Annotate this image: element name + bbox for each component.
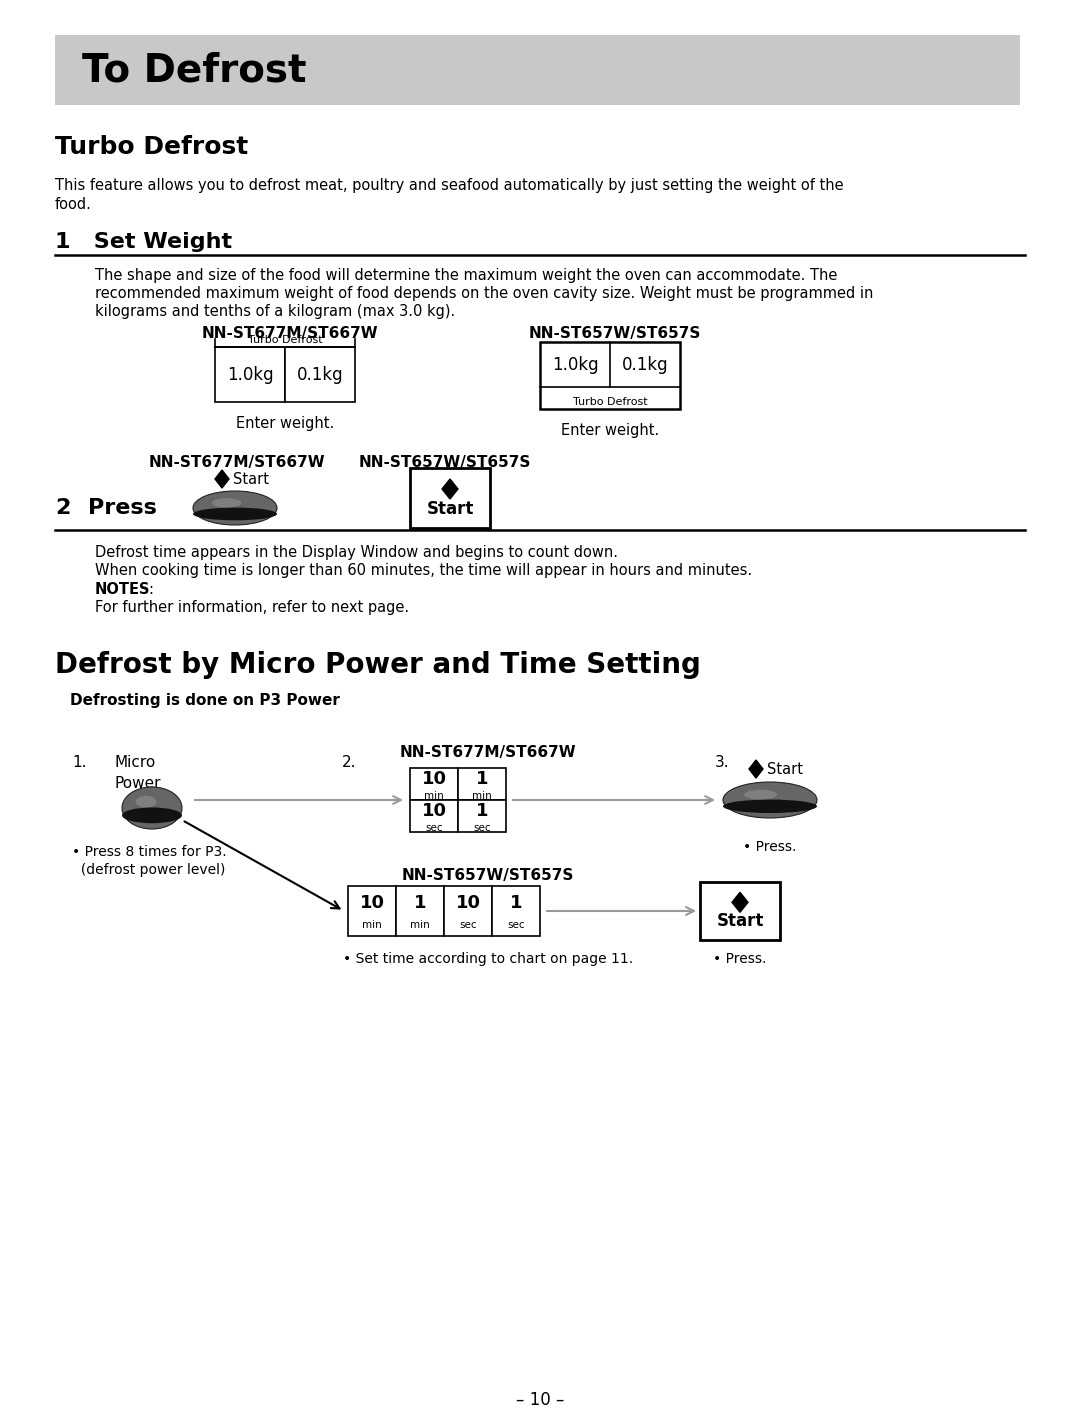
Text: 2.: 2. [342, 754, 356, 770]
Text: (defrost power level): (defrost power level) [72, 863, 226, 877]
Ellipse shape [122, 807, 183, 823]
Text: sec: sec [508, 920, 525, 930]
Text: NN-ST677M/ST667W: NN-ST677M/ST667W [400, 744, 577, 760]
Bar [444, 886, 492, 935]
Text: Press: Press [87, 498, 157, 518]
Text: • Set time according to chart on page 11.: • Set time according to chart on page 11… [343, 953, 633, 965]
Text: kilograms and tenths of a kilogram (max 3.0 kg).: kilograms and tenths of a kilogram (max … [95, 304, 456, 319]
Text: • Press.: • Press. [713, 953, 767, 965]
Text: sec: sec [459, 920, 476, 930]
Text: Enter weight.: Enter weight. [235, 416, 334, 431]
Text: Start: Start [427, 499, 474, 518]
Text: The shape and size of the food will determine the maximum weight the oven can ac: The shape and size of the food will dete… [95, 268, 837, 282]
Text: • Press 8 times for P3.: • Press 8 times for P3. [72, 846, 227, 858]
Ellipse shape [212, 498, 241, 508]
Text: To Defrost: To Defrost [82, 51, 307, 88]
Bar [700, 883, 780, 940]
Polygon shape [750, 760, 762, 779]
Ellipse shape [193, 491, 276, 525]
Text: 0.1kg: 0.1kg [297, 365, 343, 384]
Bar [492, 886, 540, 935]
Bar [215, 347, 285, 402]
Text: 3.: 3. [715, 754, 730, 770]
Polygon shape [215, 471, 229, 488]
Text: 1: 1 [414, 894, 427, 913]
Text: 1   Set Weight: 1 Set Weight [55, 232, 232, 252]
Text: Defrost time appears in the Display Window and begins to count down.: Defrost time appears in the Display Wind… [95, 545, 618, 560]
Text: 10: 10 [456, 894, 481, 913]
Text: – 10 –: – 10 – [516, 1390, 564, 1409]
Text: Defrosting is done on P3 Power: Defrosting is done on P3 Power [70, 693, 340, 707]
Text: When cooking time is longer than 60 minutes, the time will appear in hours and m: When cooking time is longer than 60 minu… [95, 563, 752, 578]
Text: :: : [148, 582, 153, 597]
Bar [458, 769, 507, 800]
Text: min: min [472, 791, 491, 801]
Text: Micro
Power: Micro Power [114, 754, 162, 791]
Bar [540, 342, 680, 409]
Text: NN-ST657W/ST657S: NN-ST657W/ST657S [359, 455, 531, 471]
Text: Start: Start [233, 472, 269, 486]
Text: 10: 10 [360, 894, 384, 913]
Polygon shape [732, 893, 748, 913]
Bar [410, 800, 458, 831]
Text: Turbo Defrost: Turbo Defrost [247, 335, 322, 345]
Ellipse shape [744, 790, 777, 800]
Ellipse shape [723, 800, 816, 813]
Bar [410, 468, 490, 528]
Bar [285, 347, 355, 402]
Ellipse shape [122, 787, 183, 829]
Text: 1.: 1. [72, 754, 86, 770]
Text: min: min [362, 920, 382, 930]
Bar [55, 36, 1020, 106]
Text: Start: Start [767, 761, 804, 777]
Text: 1.0kg: 1.0kg [552, 355, 598, 374]
Text: 10: 10 [421, 801, 446, 820]
Bar [396, 886, 444, 935]
Bar [348, 886, 396, 935]
Text: NN-ST657W/ST657S: NN-ST657W/ST657S [529, 327, 701, 341]
Text: sec: sec [426, 823, 443, 833]
Text: Enter weight.: Enter weight. [561, 424, 659, 438]
Text: 0.1kg: 0.1kg [622, 355, 669, 374]
Text: 2: 2 [55, 498, 70, 518]
Text: 1: 1 [476, 770, 488, 789]
Text: • Press.: • Press. [743, 840, 797, 854]
Text: 10: 10 [421, 770, 446, 789]
Text: Turbo Defrost: Turbo Defrost [572, 396, 647, 406]
Ellipse shape [723, 781, 816, 819]
Polygon shape [442, 479, 458, 499]
Ellipse shape [135, 796, 157, 807]
Text: 1: 1 [510, 894, 523, 913]
Text: Defrost by Micro Power and Time Setting: Defrost by Micro Power and Time Setting [55, 652, 701, 679]
Text: min: min [410, 920, 430, 930]
Text: For further information, refer to next page.: For further information, refer to next p… [95, 600, 409, 615]
Bar [458, 800, 507, 831]
Text: 1: 1 [476, 801, 488, 820]
Text: NOTES: NOTES [95, 582, 150, 597]
Bar [410, 769, 458, 800]
Text: NN-ST657W/ST657S: NN-ST657W/ST657S [402, 868, 575, 883]
Text: recommended maximum weight of food depends on the oven cavity size. Weight must : recommended maximum weight of food depen… [95, 287, 874, 301]
Ellipse shape [193, 508, 276, 520]
Text: food.: food. [55, 197, 92, 212]
Text: Turbo Defrost: Turbo Defrost [55, 135, 248, 160]
Text: Start: Start [716, 913, 764, 930]
Text: sec: sec [473, 823, 490, 833]
Text: 1.0kg: 1.0kg [227, 365, 273, 384]
Text: min: min [424, 791, 444, 801]
Text: This feature allows you to defrost meat, poultry and seafood automatically by ju: This feature allows you to defrost meat,… [55, 178, 843, 193]
Text: NN-ST677M/ST667W: NN-ST677M/ST667W [149, 455, 325, 471]
Text: NN-ST677M/ST667W: NN-ST677M/ST667W [202, 327, 378, 341]
